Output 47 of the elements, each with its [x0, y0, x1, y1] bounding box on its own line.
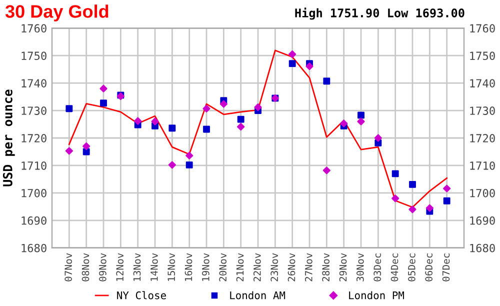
y2-tick-label: 1680: [470, 244, 495, 252]
x-tick-label: 07Nov: [64, 253, 72, 282]
legend-label: NY Close: [117, 291, 166, 300]
y2-tick-label: 1700: [470, 188, 495, 198]
x-tick-label: 30Nov: [356, 253, 364, 282]
y-tick-label: 1690: [22, 216, 46, 225]
x-tick-label: 19Nov: [202, 253, 210, 281]
y-tick-label: 1730: [22, 106, 46, 115]
x-tick-label: 23Nov: [270, 253, 278, 282]
y-tick-label: 1720: [22, 134, 46, 142]
y-axis-title: USD per ounce: [2, 90, 15, 186]
x-tick-label: 05Dec: [408, 254, 416, 282]
x-tick-label: 08Nov: [82, 253, 90, 282]
y2-tick-label: 1750: [470, 52, 495, 60]
x-tick-label: 13Nov: [133, 253, 141, 281]
y-tick-label: 1760: [22, 24, 46, 33]
x-tick-label: 04Dec: [390, 254, 398, 282]
x-tick-label: 06Dec: [425, 254, 433, 282]
y-tick-label: 1710: [22, 161, 46, 170]
x-tick-label: 28Nov: [322, 253, 330, 282]
x-tick-label: 16Nov: [184, 253, 192, 281]
y-tick-label: 1740: [22, 79, 46, 88]
y2-tick-label: 1690: [470, 216, 495, 225]
legend-label: London PM: [349, 291, 404, 300]
x-tick-label: 07Dec: [442, 254, 450, 282]
x-tick-label: 22Nov: [253, 253, 261, 282]
x-tick-label: 14Nov: [150, 253, 158, 281]
y2-tick-label: 1760: [470, 24, 495, 33]
x-tick-label: 26Nov: [288, 253, 296, 282]
x-tick-label: 15Nov: [168, 253, 176, 281]
chart-subtitle: High 1751.90 Low 1693.00: [295, 8, 464, 20]
x-tick-label: 09Nov: [98, 253, 106, 282]
y2-tick-label: 1740: [470, 79, 495, 88]
x-tick-label: 20Nov: [219, 253, 227, 282]
y-tick-label: 1700: [22, 188, 46, 198]
y-tick-label: 1680: [22, 244, 46, 252]
x-tick-label: 27Nov: [304, 253, 312, 282]
x-tick-label: 29Nov: [339, 253, 347, 282]
chart-title: 30 Day Gold: [5, 4, 108, 22]
legend-label: London AM: [230, 291, 286, 300]
y-tick-label: 1750: [22, 52, 46, 60]
y2-tick-label: 1730: [470, 106, 495, 115]
x-tick-label: 03Dec: [374, 254, 382, 282]
y2-tick-label: 1720: [470, 134, 495, 142]
x-tick-label: 21Nov: [236, 253, 244, 282]
x-tick-label: 12Nov: [116, 253, 124, 281]
y2-tick-label: 1710: [470, 161, 495, 170]
